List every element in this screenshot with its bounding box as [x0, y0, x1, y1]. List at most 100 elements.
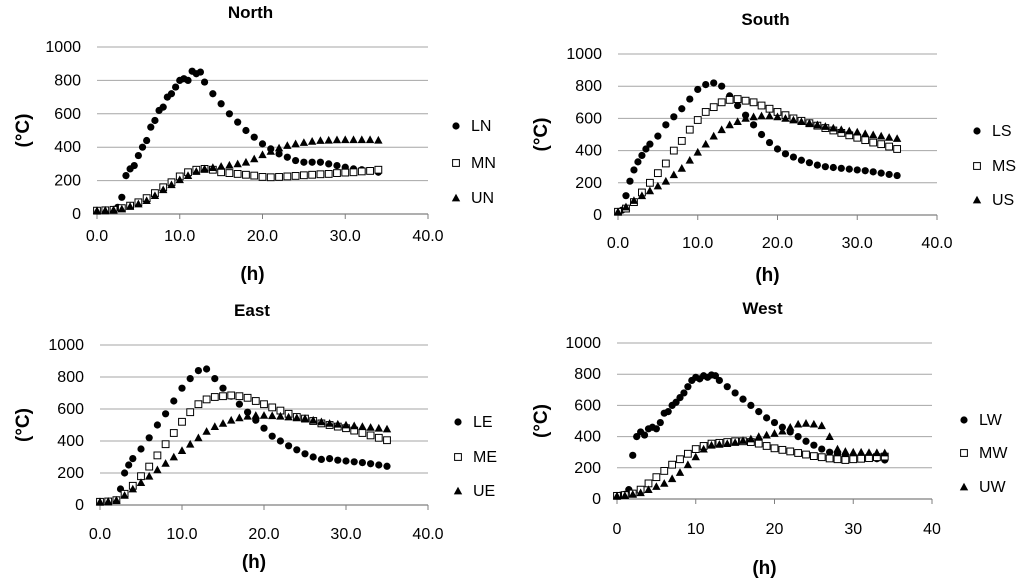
data-point-uw — [730, 438, 740, 446]
data-point-ls — [789, 153, 798, 161]
data-point-uw — [833, 444, 842, 453]
data-point-uw — [856, 447, 866, 456]
series-ue — [95, 411, 392, 506]
north-y-tick-label: 0 — [72, 206, 81, 223]
east-x-axis-label: (h) — [242, 552, 266, 573]
data-point-ue — [268, 411, 277, 420]
data-point-ue — [104, 497, 113, 505]
data-point-uw — [707, 440, 716, 449]
data-point-us — [717, 125, 726, 134]
data-point-un — [233, 159, 242, 168]
data-point-ue — [194, 433, 203, 442]
data-point-us — [669, 170, 679, 179]
north-x-tick-label: 40.0 — [412, 228, 443, 245]
data-point-ms — [765, 104, 774, 113]
legend-item-mn: MN — [452, 155, 496, 172]
data-point-ln — [122, 171, 130, 180]
panel-south: South 0 200 400 600 800 1000 0.0 10.0 20.0 30.0 40.… — [531, 10, 1016, 286]
data-point-us — [805, 118, 814, 127]
data-point-ue — [202, 427, 211, 435]
data-point-uw — [652, 482, 661, 490]
data-point-le — [235, 400, 243, 408]
data-point-uw — [770, 429, 779, 437]
data-point-un — [134, 199, 143, 208]
data-point-ls — [710, 79, 718, 87]
data-point-ue — [235, 413, 244, 422]
legend-label-mn: MN — [471, 155, 496, 172]
data-point-mn — [275, 173, 283, 181]
data-point-us — [876, 131, 886, 140]
east-x-tick-label: 40.0 — [412, 526, 443, 543]
data-point-ue — [120, 491, 129, 499]
legend-marker-mn — [452, 159, 460, 167]
data-point-ls — [662, 121, 670, 129]
data-point-ls — [781, 150, 790, 158]
data-point-mn — [349, 168, 358, 177]
south-x-tick-label: 20.0 — [762, 235, 793, 252]
data-point-ln — [143, 136, 151, 145]
data-point-me — [268, 403, 277, 412]
west-x-axis-label: (h) — [752, 558, 776, 579]
data-point-ue — [177, 446, 187, 454]
legend-label-ms: MS — [992, 158, 1016, 175]
data-point-un — [142, 196, 151, 205]
data-point-un — [167, 180, 176, 189]
series-ls — [614, 79, 901, 216]
data-point-le — [285, 442, 293, 450]
data-point-un — [109, 205, 118, 214]
data-point-mw — [849, 455, 858, 464]
east-y-tick-label: 0 — [75, 497, 84, 514]
data-point-ln — [130, 161, 138, 170]
panel-east: East 0 200 400 600 800 1000 0.0 10.0 20.0 30.0 40.0… — [13, 301, 497, 573]
north-y-tick-label: 200 — [54, 173, 81, 190]
data-point-uw — [612, 491, 622, 500]
data-point-ls — [749, 121, 758, 129]
data-point-uw — [644, 485, 653, 494]
west-x-tick-label: 30 — [844, 521, 862, 538]
data-point-me — [227, 391, 236, 400]
data-point-un — [117, 204, 127, 213]
data-point-ue — [333, 419, 342, 428]
legend-marker-ue — [453, 486, 463, 495]
south-x-tick-label: 10.0 — [682, 235, 713, 252]
data-point-ms — [669, 146, 678, 155]
data-point-ls — [670, 113, 678, 121]
data-point-ue — [341, 420, 351, 429]
legend-marker-ln — [452, 122, 460, 130]
data-point-uw — [762, 430, 771, 439]
data-point-uw — [675, 468, 685, 476]
data-point-ms — [877, 140, 886, 149]
data-point-lw — [731, 389, 739, 397]
data-point-us — [789, 115, 798, 124]
south-y-axis-label: (°C) — [531, 118, 552, 152]
data-point-mn — [283, 172, 292, 181]
data-point-le — [375, 461, 383, 469]
data-point-us — [677, 164, 686, 172]
south-y-tick-label: 800 — [575, 78, 602, 95]
data-point-mn — [374, 165, 383, 174]
data-point-mn — [266, 173, 275, 182]
legend-label-ln: LN — [471, 118, 491, 135]
legend-marker-me — [454, 453, 462, 461]
legend-item-us: US — [972, 192, 1014, 209]
data-point-ue — [145, 471, 154, 480]
data-point-ln — [147, 123, 155, 131]
data-point-ue — [259, 411, 269, 419]
data-point-ms — [717, 98, 726, 107]
data-point-le — [350, 458, 358, 466]
series-un — [92, 135, 383, 215]
data-point-ue — [292, 413, 301, 422]
data-point-ue — [128, 484, 137, 493]
data-point-ue — [317, 417, 326, 426]
data-point-me — [178, 417, 186, 426]
data-point-us — [813, 120, 822, 129]
data-point-uw — [786, 422, 795, 431]
legend-item-un: UN — [451, 190, 494, 207]
data-point-ms — [701, 108, 710, 116]
data-point-ls — [622, 192, 630, 200]
data-point-mw — [778, 445, 787, 454]
data-point-ln — [200, 78, 209, 86]
west-y-tick-label: 1000 — [565, 335, 601, 352]
data-point-le — [309, 453, 317, 461]
data-point-mn — [299, 171, 308, 180]
